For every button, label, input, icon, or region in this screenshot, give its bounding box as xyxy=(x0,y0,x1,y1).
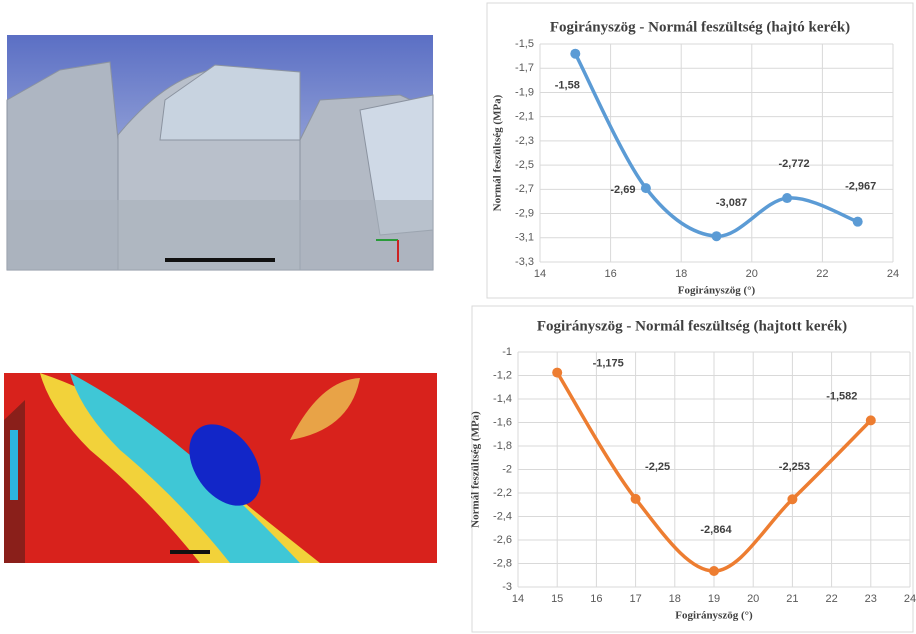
x-tick-label: 14 xyxy=(512,593,524,605)
x-tick-label: 22 xyxy=(825,593,837,605)
line xyxy=(573,52,859,238)
x-axis-title: Fogirányszög (°) xyxy=(675,610,753,622)
marker xyxy=(711,231,722,242)
y-tick-label: -2,6 xyxy=(493,534,512,546)
marker xyxy=(630,493,641,504)
marker xyxy=(570,48,581,59)
x-axis-title: Fogirányszög (°) xyxy=(678,285,756,297)
y-tick-label: -1,8 xyxy=(493,440,512,452)
value-label: -2,772 xyxy=(778,158,809,170)
x-tick-label: 22 xyxy=(816,268,828,280)
x-tick-label: 24 xyxy=(887,268,899,280)
y-tick-label: -2,3 xyxy=(515,135,534,147)
value-label: -2,864 xyxy=(700,524,732,536)
y-tick-label: -2,7 xyxy=(515,183,534,195)
marker xyxy=(787,494,798,505)
x-tick-label: 16 xyxy=(604,268,616,280)
chart-title: Fogirányszög - Normál feszültség (hajtot… xyxy=(537,318,847,334)
y-tick-label: -1,6 xyxy=(493,416,512,428)
value-label: -1,175 xyxy=(593,357,624,369)
stress-contour-image xyxy=(4,373,437,563)
value-label: -2,69 xyxy=(610,184,635,196)
y-tick-label: -3 xyxy=(502,581,512,593)
x-tick-label: 23 xyxy=(865,593,877,605)
y-tick-label: -1 xyxy=(502,346,512,358)
y-axis-title: Normál feszültség (MPa) xyxy=(492,94,504,211)
y-tick-label: -1,4 xyxy=(493,393,512,405)
y-tick-label: -3,1 xyxy=(515,232,534,244)
marker xyxy=(640,183,651,194)
x-tick-label: 18 xyxy=(675,268,687,280)
y-axis-title: Normál feszültség (MPa) xyxy=(470,411,482,528)
y-tick-label: -2,5 xyxy=(515,159,534,171)
marker xyxy=(552,367,563,378)
chart-title: Fogirányszög - Normál feszültség (hajtó … xyxy=(550,19,850,35)
x-tick-label: 20 xyxy=(746,268,758,280)
value-label: -1,582 xyxy=(826,390,857,402)
x-tick-label: 18 xyxy=(669,593,681,605)
y-tick-label: -2,9 xyxy=(515,207,534,219)
chart-frame xyxy=(486,2,914,299)
x-tick-label: 24 xyxy=(904,593,916,605)
x-tick-label: 14 xyxy=(534,268,546,280)
value-label: -2,25 xyxy=(645,461,670,473)
x-tick-label: 19 xyxy=(708,593,720,605)
y-tick-label: -2,8 xyxy=(493,557,512,569)
x-tick-label: 20 xyxy=(747,593,759,605)
gear-mesh-image xyxy=(6,35,434,271)
value-label: -2,967 xyxy=(845,181,876,193)
y-tick-label: -2 xyxy=(502,463,512,475)
marker xyxy=(865,415,876,426)
marker xyxy=(852,216,863,227)
x-tick-label: 21 xyxy=(786,593,798,605)
y-tick-label: -2,2 xyxy=(493,487,512,499)
y-tick-label: -1,7 xyxy=(515,62,534,74)
value-label: -3,087 xyxy=(716,197,747,209)
value-label: -1,58 xyxy=(555,80,580,92)
value-label: -2,253 xyxy=(779,461,810,473)
y-tick-label: -2,1 xyxy=(515,111,534,123)
marker xyxy=(782,193,793,204)
x-tick-label: 16 xyxy=(590,593,602,605)
y-tick-label: -2,4 xyxy=(493,510,512,522)
y-tick-label: -3,3 xyxy=(515,256,534,268)
marker xyxy=(709,566,719,577)
x-tick-label: 15 xyxy=(551,593,563,605)
y-tick-label: -1,9 xyxy=(515,86,534,98)
y-tick-label: -1,5 xyxy=(515,38,534,50)
x-tick-label: 17 xyxy=(629,593,641,605)
y-tick-label: -1,2 xyxy=(493,369,512,381)
